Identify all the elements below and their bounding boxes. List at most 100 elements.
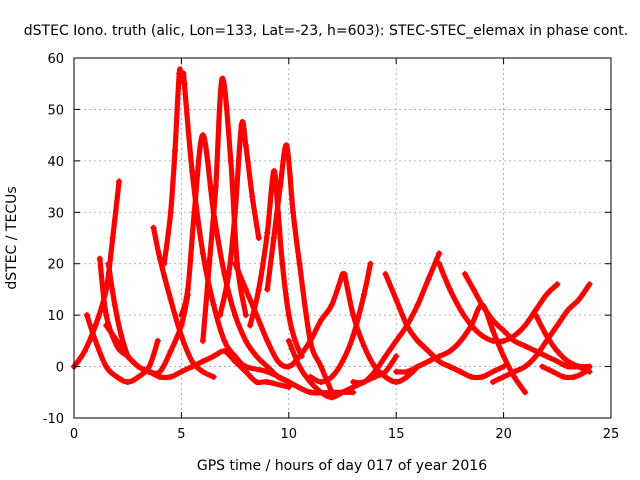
data-point-marker	[298, 353, 305, 360]
data-point-marker	[83, 312, 90, 319]
series-line	[71, 178, 122, 370]
data-point-marker	[221, 348, 228, 355]
data-point-marker	[571, 373, 578, 380]
x-tick-label: 25	[603, 427, 620, 442]
series-pass-02	[83, 312, 161, 385]
data-point-marker	[468, 322, 475, 329]
data-point-marker	[479, 332, 486, 339]
data-point-marker	[96, 255, 103, 262]
data-point-marker	[161, 260, 168, 267]
data-point-marker	[436, 358, 443, 365]
data-point-marker	[296, 363, 303, 370]
data-point-marker	[382, 373, 389, 380]
data-point-marker	[500, 373, 507, 380]
data-point-marker	[290, 209, 297, 216]
data-point-marker	[371, 368, 378, 375]
data-point-marker	[124, 353, 131, 360]
data-point-marker	[285, 363, 292, 370]
data-point-marker	[522, 389, 529, 396]
series-line	[490, 281, 593, 385]
data-point-marker	[393, 379, 400, 385]
data-point-marker	[156, 368, 163, 375]
data-point-marker	[543, 291, 550, 298]
data-point-marker	[446, 363, 453, 370]
y-tick-label: 20	[47, 258, 64, 273]
data-point-marker	[328, 301, 335, 308]
data-point-marker	[565, 307, 572, 313]
data-point-marker	[318, 317, 325, 324]
series-pass-17	[307, 260, 374, 385]
data-point-marker	[565, 363, 572, 370]
data-point-marker	[242, 142, 249, 149]
data-point-marker	[199, 358, 206, 365]
series-line	[180, 70, 292, 385]
data-point-marker	[511, 368, 518, 375]
data-point-marker	[425, 276, 432, 283]
data-point-marker	[264, 363, 271, 370]
data-point-marker	[318, 379, 325, 385]
data-point-marker	[511, 337, 518, 344]
data-point-marker	[461, 271, 468, 277]
plot-frame	[73, 57, 612, 419]
data-point-marker	[360, 343, 367, 349]
y-tick-label: 40	[47, 155, 64, 170]
data-point-marker	[543, 353, 550, 360]
data-point-marker	[565, 358, 572, 365]
data-point-marker	[249, 193, 256, 200]
data-point-marker	[522, 343, 529, 349]
data-point-marker	[532, 312, 539, 319]
data-point-marker	[167, 373, 174, 380]
data-point-marker	[393, 296, 400, 303]
data-point-marker	[247, 322, 254, 329]
data-point-marker	[283, 142, 290, 149]
series-pass-10	[180, 70, 292, 385]
y-tick-label: 50	[47, 103, 64, 118]
x-axis-label: GPS time / hours of day 017 of year 2016	[197, 458, 487, 474]
data-point-marker	[255, 235, 262, 241]
series-pass-06	[150, 224, 217, 380]
data-point-marker	[382, 353, 389, 360]
data-point-marker	[582, 368, 589, 375]
data-point-marker	[275, 358, 282, 365]
series-pass-12	[217, 119, 262, 319]
data-point-marker	[307, 379, 314, 385]
data-point-marker	[210, 373, 217, 380]
data-point-marker	[543, 332, 550, 339]
data-point-marker	[81, 348, 88, 355]
data-point-marker	[167, 209, 174, 216]
data-point-marker	[285, 384, 292, 391]
data-point-marker	[109, 235, 116, 241]
data-point-marker	[232, 209, 239, 216]
data-point-marker	[92, 322, 99, 329]
series-line	[436, 261, 560, 345]
data-point-marker	[178, 332, 185, 339]
data-point-marker	[414, 363, 421, 370]
data-point-marker	[270, 168, 277, 175]
data-point-marker	[146, 368, 153, 375]
x-tick-label: 15	[388, 427, 405, 442]
data-point-marker	[103, 363, 110, 370]
data-point-marker	[328, 373, 335, 380]
data-point-marker	[350, 379, 357, 385]
y-tick-label: 0	[56, 361, 64, 376]
data-point-marker	[403, 373, 410, 380]
data-point-marker	[511, 373, 518, 380]
data-point-marker	[264, 368, 271, 375]
data-point-marker	[328, 394, 335, 401]
data-point-marker	[242, 368, 249, 375]
series-pass-27	[539, 363, 593, 381]
data-point-marker	[135, 373, 142, 380]
data-point-marker	[189, 363, 196, 370]
data-point-marker	[446, 286, 453, 293]
data-point-marker	[414, 301, 421, 308]
data-point-marker	[500, 337, 507, 344]
data-point-marker	[264, 379, 271, 385]
data-point-marker	[341, 271, 348, 277]
data-point-marker	[307, 337, 314, 344]
data-point-marker	[238, 121, 245, 128]
data-point-marker	[539, 363, 546, 370]
data-point-marker	[532, 353, 539, 360]
y-tick-label: 60	[47, 52, 64, 67]
data-point-marker	[360, 291, 367, 298]
